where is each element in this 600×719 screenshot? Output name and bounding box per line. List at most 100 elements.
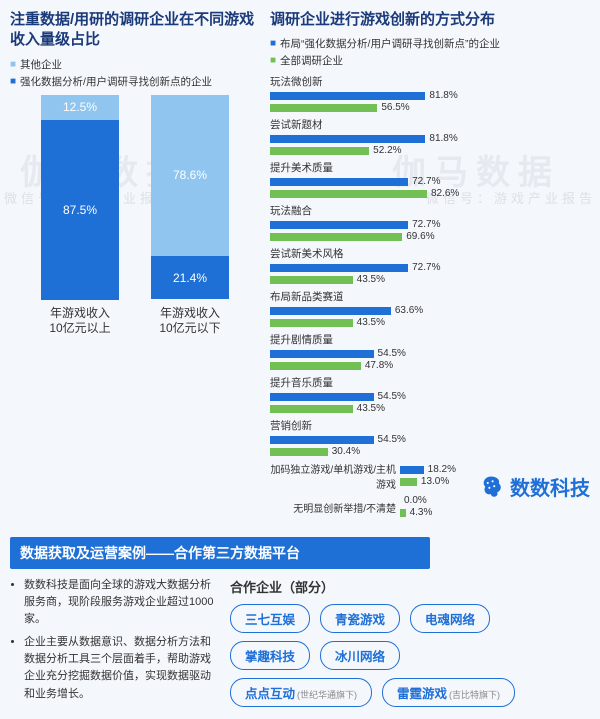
pill-row: 点点互动(世纪华通旗下) 雷霆游戏(吉比特旗下) bbox=[230, 678, 590, 707]
stacked-column: 12.5%87.5%年游戏收入10亿元以上 bbox=[37, 95, 123, 337]
stacked-bar-label: 年游戏收入10亿元以下 bbox=[147, 306, 233, 337]
hbar-value: 43.5% bbox=[357, 317, 385, 328]
legend-item: 其他企业 bbox=[10, 57, 260, 72]
hbar-category: 玩法融合 bbox=[270, 203, 590, 218]
hbar-chart-panel: 调研企业进行游戏创新的方式分布 布局“强化数据分析/用户调研寻找创新点”的企业全… bbox=[270, 10, 590, 523]
stacked-legend: 其他企业强化数据分析/用户调研寻找创新点的企业 bbox=[10, 57, 260, 89]
hbar-value: 72.7% bbox=[412, 219, 440, 230]
hbar-value: 4.3% bbox=[410, 507, 433, 518]
legend-item: 强化数据分析/用户调研寻找创新点的企业 bbox=[10, 74, 260, 89]
hbar-row: 玩法微创新81.8% 56.5% bbox=[270, 74, 590, 113]
hbar-bar bbox=[270, 233, 402, 241]
hbar-row: 布局新品类赛道63.6% 43.5% bbox=[270, 289, 590, 328]
stacked-bar-label: 年游戏收入10亿元以上 bbox=[37, 306, 123, 337]
hbar-category: 加码独立游戏/单机游戏/主机游戏 bbox=[270, 461, 400, 491]
stacked-seg-other: 78.6% bbox=[151, 95, 229, 256]
bottom-title: 数据获取及运营案例——合作第三方数据平台 bbox=[10, 537, 430, 569]
hbar-row: 玩法融合72.7%69.6% bbox=[270, 203, 590, 242]
hbar-bar bbox=[270, 362, 361, 370]
partner-sub: (吉比特旗下) bbox=[449, 688, 500, 701]
pill-row: 三七互娱青瓷游戏电魂网络 bbox=[230, 604, 590, 633]
hbar-bar bbox=[270, 178, 408, 186]
hbar-value: 72.7% bbox=[412, 262, 440, 273]
hbar-category: 尝试新题材 bbox=[270, 117, 590, 132]
hbar-row: 尝试新美术风格72.7% 43.5% bbox=[270, 246, 590, 285]
hbar-bar bbox=[270, 135, 425, 143]
hbar-rows: 玩法微创新81.8%56.5%尝试新题材81.8%52.2%提升美术质量72.7… bbox=[270, 74, 590, 519]
hbar-bar bbox=[270, 264, 408, 272]
partner-pill: 点点互动(世纪华通旗下) bbox=[230, 678, 372, 707]
hbar-bar bbox=[270, 147, 369, 155]
hbar-bar bbox=[270, 436, 374, 444]
hbar-value: 69.6% bbox=[406, 231, 434, 242]
hbar-bar bbox=[270, 350, 374, 358]
hbar-value: 63.6% bbox=[395, 305, 423, 316]
hbar-value: 30.4% bbox=[332, 446, 360, 457]
hbar-value: 54.5% bbox=[378, 348, 406, 359]
hbar-bar bbox=[400, 478, 417, 486]
hbar-row: 提升音乐质量54.5%43.5% bbox=[270, 375, 590, 414]
hbar-bar bbox=[270, 276, 353, 284]
hbar-row: 提升剧情质量54.5%47.8% bbox=[270, 332, 590, 371]
hbar-value: 82.6% bbox=[431, 188, 459, 199]
partner-pill: 三七互娱 bbox=[230, 604, 310, 633]
hbar-category: 提升美术质量 bbox=[270, 160, 590, 175]
hbar-bar bbox=[270, 92, 425, 100]
partner-title: 合作企业（部分） bbox=[230, 577, 590, 596]
stacked-column: 78.6%21.4% 年游戏收入10亿元以下 bbox=[147, 95, 233, 337]
stacked-chart-title: 注重数据/用研的调研企业在不同游戏收入量级占比 bbox=[10, 10, 260, 51]
hbar-value: 18.2% bbox=[428, 464, 456, 475]
partner-pill: 雷霆游戏(吉比特旗下) bbox=[382, 678, 515, 707]
partners-block: 合作企业（部分） 三七互娱青瓷游戏电魂网络掌趣科技冰川网络点点互动(世纪华通旗下… bbox=[230, 577, 590, 708]
pill-row: 掌趣科技冰川网络 bbox=[230, 641, 590, 670]
bottom-section: 数据获取及运营案例——合作第三方数据平台 数数科技是面向全球的游戏大数据分析服务… bbox=[10, 537, 590, 708]
partner-pill: 冰川网络 bbox=[320, 641, 400, 670]
legend-item: 全部调研企业 bbox=[270, 53, 590, 68]
brain-icon bbox=[478, 474, 504, 500]
partner-pill: 电魂网络 bbox=[410, 604, 490, 633]
hbar-category: 营销创新 bbox=[270, 418, 590, 433]
hbar-bar bbox=[270, 190, 427, 198]
hbar-row: 尝试新题材81.8% 52.2% bbox=[270, 117, 590, 156]
hbar-bar bbox=[270, 393, 374, 401]
hbar-row: 营销创新54.5% 30.4% bbox=[270, 418, 590, 457]
hbar-value: 13.0% bbox=[421, 476, 449, 487]
hbar-bar bbox=[400, 509, 406, 517]
bullet-list: 数数科技是面向全球的游戏大数据分析服务商，现阶段服务游戏企业超过1000家。企业… bbox=[10, 577, 220, 708]
brand-logo: 数数科技 bbox=[478, 472, 590, 501]
partner-pills: 三七互娱青瓷游戏电魂网络掌趣科技冰川网络点点互动(世纪华通旗下)雷霆游戏(吉比特… bbox=[230, 604, 590, 707]
hbar-category: 尝试新美术风格 bbox=[270, 246, 590, 261]
hbar-legend: 布局“强化数据分析/用户调研寻找创新点”的企业全部调研企业 bbox=[270, 36, 590, 68]
stacked-chart-panel: 注重数据/用研的调研企业在不同游戏收入量级占比 其他企业强化数据分析/用户调研寻… bbox=[10, 10, 260, 523]
hbar-category: 提升剧情质量 bbox=[270, 332, 590, 347]
stacked-bars: 12.5%87.5%年游戏收入10亿元以上 78.6%21.4% 年游戏收入10亿元… bbox=[10, 95, 260, 337]
hbar-bar bbox=[270, 307, 391, 315]
hbar-bar bbox=[270, 104, 377, 112]
hbar-value: 56.5% bbox=[381, 102, 409, 113]
hbar-value: 0.0% bbox=[404, 495, 427, 506]
bullet-item: 企业主要从数据意识、数据分析方法和数据分析工具三个层面着手，帮助游戏企业充分挖掘… bbox=[24, 634, 220, 702]
hbar-category: 布局新品类赛道 bbox=[270, 289, 590, 304]
hbar-value: 54.5% bbox=[378, 434, 406, 445]
hbar-value: 52.2% bbox=[373, 145, 401, 156]
hbar-value: 47.8% bbox=[365, 360, 393, 371]
hbar-chart-title: 调研企业进行游戏创新的方式分布 bbox=[270, 10, 590, 30]
hbar-category: 无明显创新举措/不清楚 bbox=[270, 500, 400, 515]
hbar-category: 提升音乐质量 bbox=[270, 375, 590, 390]
hbar-value: 81.8% bbox=[429, 133, 457, 144]
bullet-item: 数数科技是面向全球的游戏大数据分析服务商，现阶段服务游戏企业超过1000家。 bbox=[24, 577, 220, 628]
partner-pill: 青瓷游戏 bbox=[320, 604, 400, 633]
hbar-value: 81.8% bbox=[429, 90, 457, 101]
hbar-bar bbox=[400, 466, 424, 474]
brand-text: 数数科技 bbox=[510, 472, 590, 501]
hbar-value: 43.5% bbox=[357, 274, 385, 285]
hbar-bar bbox=[270, 221, 408, 229]
hbar-value: 72.7% bbox=[412, 176, 440, 187]
hbar-value: 54.5% bbox=[378, 391, 406, 402]
hbar-row: 提升美术质量72.7%82.6% bbox=[270, 160, 590, 199]
hbar-category: 玩法微创新 bbox=[270, 74, 590, 89]
hbar-value: 43.5% bbox=[357, 403, 385, 414]
stacked-seg-other: 12.5% bbox=[41, 95, 119, 121]
stacked-seg-focus: 21.4% bbox=[151, 256, 229, 300]
hbar-bar bbox=[270, 319, 353, 327]
